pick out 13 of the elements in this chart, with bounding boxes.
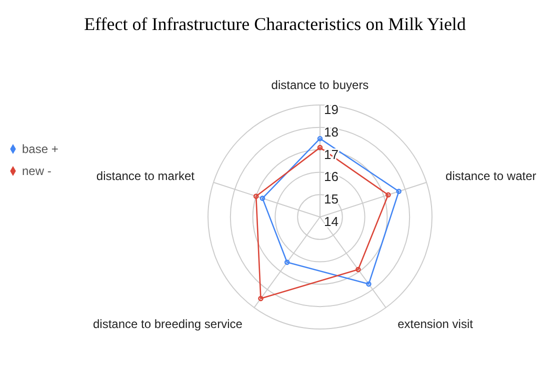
y-tick-label: 18 <box>324 124 338 140</box>
spoke-label: distance to market <box>96 169 196 184</box>
legend-label: new - <box>22 164 52 178</box>
spoke-label: distance to buyers <box>271 78 369 92</box>
spoke-label: distance to breeding service <box>92 316 243 331</box>
spoke-label: distance to water <box>446 169 536 184</box>
chart-title: Effect of Infrastructure Characteristics on Milk Yield <box>83 14 467 35</box>
legend-label: base + <box>22 142 58 156</box>
y-tick-label: 16 <box>324 169 338 184</box>
spoke-label: extension visit <box>398 316 474 331</box>
y-tick-label: 19 <box>324 102 338 117</box>
y-tick-label: 15 <box>324 192 338 207</box>
y-tick-label: 14 <box>324 214 338 229</box>
